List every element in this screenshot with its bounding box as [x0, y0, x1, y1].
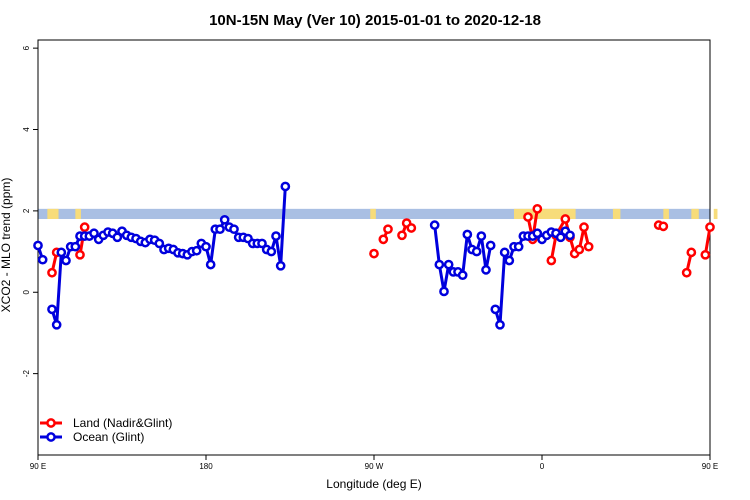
data-point	[51, 319, 62, 330]
data-point	[457, 270, 468, 281]
data-point	[523, 212, 533, 222]
data-point	[700, 249, 711, 260]
data-point	[476, 231, 487, 241]
data-point	[47, 267, 57, 278]
data-point	[583, 241, 594, 252]
data-point	[201, 241, 211, 252]
y-tick-label: 4	[22, 127, 31, 132]
series-line	[493, 229, 571, 327]
data-point	[439, 286, 449, 297]
data-point	[434, 259, 445, 270]
x-tick-label: 180	[199, 462, 213, 471]
data-point	[112, 232, 123, 243]
data-point	[229, 224, 239, 235]
data-point	[555, 232, 566, 243]
data-point	[686, 247, 697, 258]
data-point	[462, 229, 473, 240]
data-point	[61, 255, 71, 266]
legend-land-label: Land (Nadir&Glint)	[73, 416, 172, 430]
data-point	[79, 222, 90, 233]
data-point	[481, 265, 491, 275]
data-point	[471, 246, 482, 257]
band-land	[663, 208, 669, 220]
band-land	[691, 208, 699, 220]
data-point	[579, 222, 589, 233]
plot-frame	[37, 39, 711, 456]
data-point	[383, 224, 393, 235]
data-point	[257, 238, 267, 249]
band-land	[75, 208, 81, 220]
data-point	[443, 259, 454, 270]
chart-title: 10N-15N May (Ver 10) 2015-01-01 to 2020-…	[209, 12, 541, 29]
data-point	[369, 248, 379, 259]
y-axis-label: XCO2 - MLO trend (ppm)	[0, 178, 13, 313]
x-axis-label: Longitude (deg E)	[326, 477, 421, 491]
data-point	[504, 255, 515, 266]
data-point	[532, 203, 543, 214]
data-point	[705, 222, 715, 233]
band-land	[47, 208, 59, 220]
data-point	[70, 241, 81, 252]
y-tick-label: -2	[22, 370, 31, 378]
y-tick-label: 2	[22, 208, 31, 213]
data-point	[532, 228, 543, 239]
data-point	[397, 230, 407, 241]
data-point	[205, 259, 216, 270]
band-land	[612, 208, 621, 220]
y-tick-label: 6	[22, 45, 31, 50]
series-layer	[33, 181, 715, 330]
band-land	[370, 208, 376, 220]
data-point	[429, 220, 440, 230]
data-point	[275, 260, 286, 271]
data-point	[490, 304, 501, 315]
data-point	[406, 223, 417, 233]
legend-ocean-marker	[46, 432, 56, 442]
data-point	[681, 267, 692, 278]
data-point	[658, 221, 669, 232]
axis-ticks: 90 E 180 90 W 0 90 E -2 0 2 4 6	[22, 45, 718, 471]
legend-ocean-label: Ocean (Glint)	[73, 430, 144, 444]
data-point	[565, 230, 575, 241]
data-point	[485, 240, 496, 251]
series-ocean	[33, 181, 575, 330]
data-point	[499, 247, 510, 258]
data-point	[154, 238, 165, 249]
data-point	[495, 319, 505, 330]
data-point	[37, 254, 48, 265]
coverage-band	[38, 208, 718, 220]
data-point	[574, 244, 585, 255]
data-point	[89, 228, 99, 239]
data-point	[56, 247, 67, 258]
data-point	[546, 255, 557, 266]
band-land	[713, 208, 718, 220]
legend: Land (Nadir&Glint) Ocean (Glint)	[40, 416, 172, 444]
data-point	[215, 224, 225, 235]
band-land	[514, 208, 576, 220]
x-tick-label: 90 W	[365, 462, 384, 471]
data-point	[47, 304, 57, 315]
data-point	[191, 245, 202, 256]
series-line	[50, 186, 287, 327]
data-point	[219, 214, 230, 225]
data-point	[271, 231, 281, 241]
x-tick-label: 90 E	[30, 462, 46, 471]
data-point	[75, 249, 85, 260]
data-point	[280, 181, 291, 192]
data-point	[560, 214, 571, 224]
x-tick-label: 0	[540, 462, 545, 471]
data-point	[266, 246, 277, 257]
legend-land-marker	[46, 418, 56, 428]
data-point	[513, 241, 524, 252]
data-point	[378, 234, 389, 245]
y-tick-label: 0	[22, 289, 31, 294]
x-tick-label: 90 E	[702, 462, 718, 471]
data-point	[33, 240, 43, 251]
